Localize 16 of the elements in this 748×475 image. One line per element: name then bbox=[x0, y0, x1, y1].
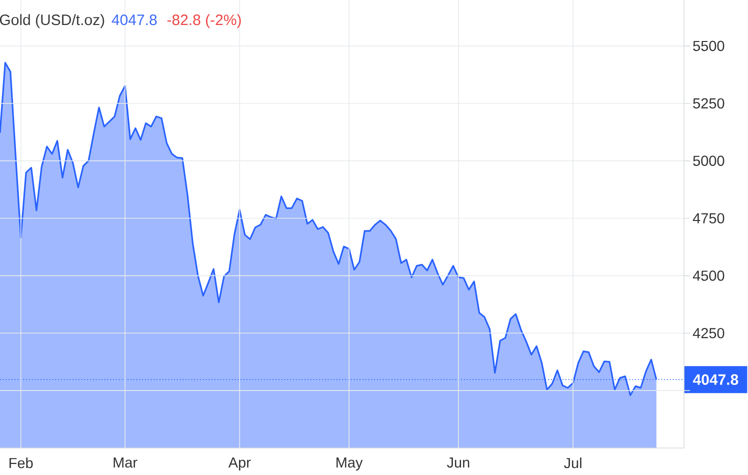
x-tick-label: Mar bbox=[114, 458, 138, 468]
x-tick-label: Jul bbox=[564, 458, 582, 468]
ref-line-label: 4047.8 bbox=[692, 374, 738, 385]
x-tick-label: Apr bbox=[228, 458, 251, 471]
y-tick-label: 5500 bbox=[693, 40, 724, 52]
y-tick-label: 4250 bbox=[692, 328, 724, 338]
y-tick-label: 4500 bbox=[692, 270, 724, 281]
x-tick-label: Jun bbox=[446, 458, 470, 468]
y-tick-label: 4750 bbox=[692, 213, 724, 224]
annotation: 4047.8 bbox=[112, 14, 157, 26]
x-tick-label: May bbox=[336, 458, 363, 471]
text: Gold (USD/t.oz) bbox=[0, 14, 104, 28]
y-tick-label: 5250 bbox=[693, 98, 724, 109]
y-tick-label: 5000 bbox=[693, 156, 724, 166]
x-tick-label: Feb bbox=[10, 458, 33, 468]
annotation: -82.8 (-2%) bbox=[167, 14, 241, 28]
